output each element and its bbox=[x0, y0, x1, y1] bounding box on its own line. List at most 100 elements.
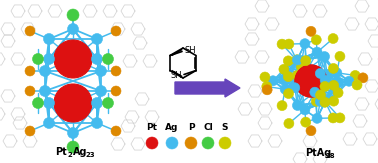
Circle shape bbox=[91, 34, 102, 44]
Circle shape bbox=[328, 113, 338, 123]
Text: 2: 2 bbox=[67, 152, 72, 158]
Circle shape bbox=[25, 126, 35, 136]
Text: S: S bbox=[222, 123, 228, 132]
Circle shape bbox=[284, 89, 294, 99]
Text: SH: SH bbox=[184, 46, 196, 55]
Circle shape bbox=[278, 75, 288, 85]
Circle shape bbox=[320, 97, 330, 107]
Circle shape bbox=[54, 84, 92, 122]
Circle shape bbox=[300, 39, 310, 49]
Circle shape bbox=[277, 39, 287, 49]
Text: Ag: Ag bbox=[165, 123, 179, 132]
Circle shape bbox=[311, 35, 321, 45]
Text: 23: 23 bbox=[85, 152, 94, 158]
Circle shape bbox=[320, 82, 330, 91]
Circle shape bbox=[295, 65, 327, 97]
Circle shape bbox=[344, 76, 354, 86]
Text: Cl: Cl bbox=[203, 123, 213, 132]
Circle shape bbox=[25, 86, 35, 96]
Circle shape bbox=[310, 87, 320, 97]
Circle shape bbox=[185, 137, 197, 149]
Text: PtAg: PtAg bbox=[305, 148, 331, 158]
Circle shape bbox=[67, 9, 79, 21]
Circle shape bbox=[68, 23, 79, 35]
Circle shape bbox=[68, 127, 79, 139]
Circle shape bbox=[282, 67, 291, 77]
Circle shape bbox=[67, 141, 79, 153]
Circle shape bbox=[322, 69, 332, 79]
Circle shape bbox=[43, 34, 54, 44]
Circle shape bbox=[284, 119, 294, 128]
Circle shape bbox=[91, 53, 102, 65]
Circle shape bbox=[297, 84, 307, 94]
Circle shape bbox=[279, 64, 289, 74]
Text: Pt: Pt bbox=[147, 123, 158, 132]
Circle shape bbox=[166, 137, 178, 149]
Circle shape bbox=[292, 77, 302, 87]
Circle shape bbox=[283, 72, 293, 82]
Circle shape bbox=[292, 55, 302, 65]
Circle shape bbox=[302, 65, 312, 75]
Circle shape bbox=[260, 72, 270, 82]
Circle shape bbox=[358, 73, 368, 83]
Circle shape bbox=[319, 97, 330, 107]
Circle shape bbox=[335, 113, 345, 123]
Text: Ag: Ag bbox=[73, 147, 87, 157]
Circle shape bbox=[33, 97, 43, 109]
Text: SH: SH bbox=[170, 71, 182, 80]
Circle shape bbox=[297, 55, 307, 66]
Circle shape bbox=[280, 84, 290, 94]
Circle shape bbox=[262, 85, 272, 95]
Circle shape bbox=[329, 80, 339, 90]
Circle shape bbox=[102, 53, 113, 65]
Circle shape bbox=[284, 39, 294, 49]
Circle shape bbox=[311, 96, 321, 106]
Circle shape bbox=[262, 82, 272, 91]
Circle shape bbox=[219, 137, 231, 149]
Circle shape bbox=[268, 76, 278, 86]
Circle shape bbox=[334, 77, 344, 87]
Circle shape bbox=[111, 26, 121, 36]
Circle shape bbox=[293, 55, 302, 65]
Circle shape bbox=[91, 118, 102, 128]
Circle shape bbox=[332, 68, 342, 78]
Circle shape bbox=[295, 65, 327, 97]
Circle shape bbox=[335, 51, 345, 61]
Circle shape bbox=[39, 66, 51, 76]
Circle shape bbox=[306, 126, 316, 136]
Circle shape bbox=[328, 63, 338, 74]
Circle shape bbox=[111, 66, 121, 76]
Circle shape bbox=[43, 97, 54, 109]
Circle shape bbox=[277, 101, 287, 111]
Circle shape bbox=[352, 80, 362, 90]
Circle shape bbox=[329, 96, 339, 106]
Circle shape bbox=[283, 56, 293, 66]
Circle shape bbox=[328, 34, 338, 44]
Circle shape bbox=[202, 137, 214, 149]
Circle shape bbox=[301, 117, 311, 127]
Circle shape bbox=[111, 126, 121, 136]
Circle shape bbox=[39, 86, 51, 96]
Circle shape bbox=[301, 56, 311, 66]
Circle shape bbox=[293, 100, 302, 111]
Circle shape bbox=[306, 26, 316, 36]
Circle shape bbox=[315, 96, 325, 107]
Circle shape bbox=[96, 66, 107, 76]
Circle shape bbox=[102, 97, 113, 109]
Circle shape bbox=[316, 90, 325, 100]
Circle shape bbox=[292, 71, 302, 81]
Text: Pt: Pt bbox=[55, 147, 67, 157]
Text: P: P bbox=[188, 123, 194, 132]
Circle shape bbox=[330, 85, 341, 95]
Circle shape bbox=[315, 68, 325, 78]
Circle shape bbox=[146, 137, 158, 149]
Circle shape bbox=[25, 66, 35, 76]
Circle shape bbox=[350, 70, 360, 81]
Circle shape bbox=[54, 40, 92, 78]
Circle shape bbox=[292, 55, 302, 65]
Circle shape bbox=[91, 97, 102, 109]
Circle shape bbox=[33, 53, 43, 65]
Circle shape bbox=[320, 97, 330, 107]
Circle shape bbox=[25, 26, 35, 36]
Circle shape bbox=[300, 105, 310, 115]
